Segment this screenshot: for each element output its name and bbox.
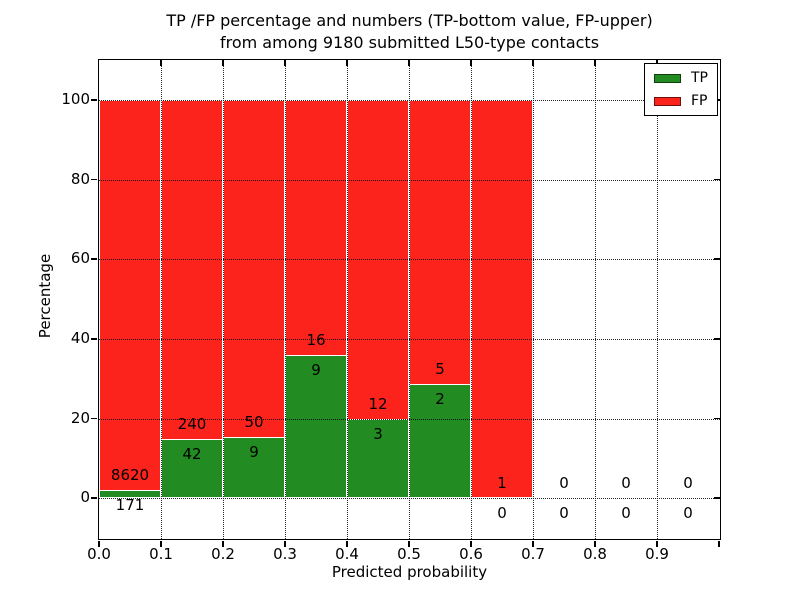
tp-bar [99, 490, 161, 499]
x-gridline [347, 60, 348, 539]
x-tick-mark [222, 60, 224, 66]
y-tick-label: 0 [80, 488, 90, 507]
x-tick-mark [532, 541, 534, 547]
y-tick-mark [714, 258, 720, 260]
x-tick-label: 0.9 [645, 545, 669, 563]
fp-bar [471, 99, 533, 499]
x-tick-mark [594, 541, 596, 547]
x-tick-mark [408, 541, 410, 547]
x-gridline [161, 60, 162, 539]
tp-count-label: 3 [373, 424, 383, 443]
tp-count-label: 0 [559, 504, 569, 523]
x-tick-label: 0.2 [211, 545, 235, 563]
x-tick-label: 0.5 [397, 545, 421, 563]
fp-bar [223, 99, 285, 499]
x-tick-mark [346, 541, 348, 547]
y-tick-mark [91, 497, 97, 499]
x-gridline [223, 60, 224, 539]
x-tick-label: 0.4 [335, 545, 359, 563]
x-tick-mark [718, 541, 720, 547]
fp-count-label: 240 [177, 414, 207, 433]
x-tick-mark [284, 541, 286, 547]
legend-item-tp: TP [654, 71, 708, 85]
tp-legend-label: TP [691, 70, 708, 86]
tp-count-label: 0 [621, 504, 631, 523]
tp-bar [347, 418, 409, 499]
chart-title-line1: TP /FP percentage and numbers (TP-bottom… [166, 11, 653, 30]
fp-count-label: 12 [368, 394, 388, 413]
tp-count-label: 0 [497, 504, 507, 523]
y-tick-mark [91, 338, 97, 340]
x-gridline [595, 60, 596, 539]
fp-legend-label: FP [691, 93, 708, 109]
fp-count-label: 0 [621, 474, 631, 493]
tp-count-label: 9 [249, 443, 259, 462]
fp-bar [161, 99, 223, 499]
x-tick-mark [594, 60, 596, 66]
tp-bar [223, 437, 285, 499]
x-tick-label: 0.3 [273, 545, 297, 563]
y-tick-mark [91, 258, 97, 260]
x-tick-mark [160, 541, 162, 547]
x-gridline [657, 60, 658, 539]
fp-bar [99, 99, 161, 499]
y-tick-mark [714, 417, 720, 420]
x-gridline [285, 60, 286, 539]
fp-legend-swatch [654, 96, 681, 106]
chart-title-line2: from among 9180 submitted L50-type conta… [219, 33, 600, 52]
x-tick-mark [656, 541, 658, 547]
tp-count-label: 2 [435, 390, 445, 409]
x-tick-mark [408, 60, 410, 66]
x-tick-mark [470, 60, 472, 66]
y-tick-label: 20 [70, 408, 90, 427]
legend: TP FP [644, 63, 718, 116]
x-tick-label: 0.7 [521, 545, 545, 563]
tp-bar [285, 354, 347, 499]
y-tick-mark [91, 178, 97, 181]
y-tick-mark [714, 338, 720, 340]
tp-count-label: 0 [683, 504, 693, 523]
x-gridline [471, 60, 472, 539]
x-tick-mark [160, 60, 162, 66]
x-tick-mark [346, 60, 348, 66]
fp-count-label: 5 [435, 360, 445, 379]
plot-area: 8620 171 240 42 50 9 16 9 12 3 5 2 1 0 0 0 0 0 0 0 0.0 0.1 0.2… [87, 59, 721, 563]
tp-count-label: 171 [115, 496, 145, 515]
chart-title: TP /FP percentage and numbers (TP-bottom… [98, 10, 721, 54]
x-tick-label: 0.8 [583, 545, 607, 563]
tp-count-label: 42 [182, 444, 202, 463]
x-gridline [533, 60, 534, 539]
fp-count-label: 0 [559, 474, 569, 493]
x-tick-mark [470, 541, 472, 547]
fp-count-label: 50 [244, 413, 264, 432]
x-tick-mark [532, 60, 534, 66]
x-tick-mark [98, 541, 100, 547]
y-tick-mark [714, 497, 720, 499]
x-tick-mark [222, 541, 224, 547]
x-tick-label: 0.6 [459, 545, 483, 563]
y-tick-label: 80 [70, 169, 90, 188]
fp-count-label: 8620 [110, 466, 150, 485]
y-tick-mark [91, 99, 97, 101]
x-tick-mark [284, 60, 286, 66]
x-tick-label: 0.0 [87, 545, 111, 563]
y-tick-mark [714, 178, 720, 181]
tp-legend-swatch [654, 73, 681, 83]
y-tick-label: 40 [70, 328, 90, 347]
fp-count-label: 16 [306, 330, 326, 349]
tp-count-label: 9 [311, 360, 321, 379]
y-tick-label: 100 [61, 89, 90, 108]
fp-count-label: 0 [683, 474, 693, 493]
fp-count-label: 1 [497, 474, 507, 493]
x-axis-label: Predicted probability [331, 563, 488, 581]
x-gridline [409, 60, 410, 539]
x-tick-label: 0.1 [149, 545, 173, 563]
y-tick-mark [91, 417, 97, 420]
legend-item-fp: FP [654, 94, 708, 108]
y-tick-label: 60 [70, 249, 90, 268]
